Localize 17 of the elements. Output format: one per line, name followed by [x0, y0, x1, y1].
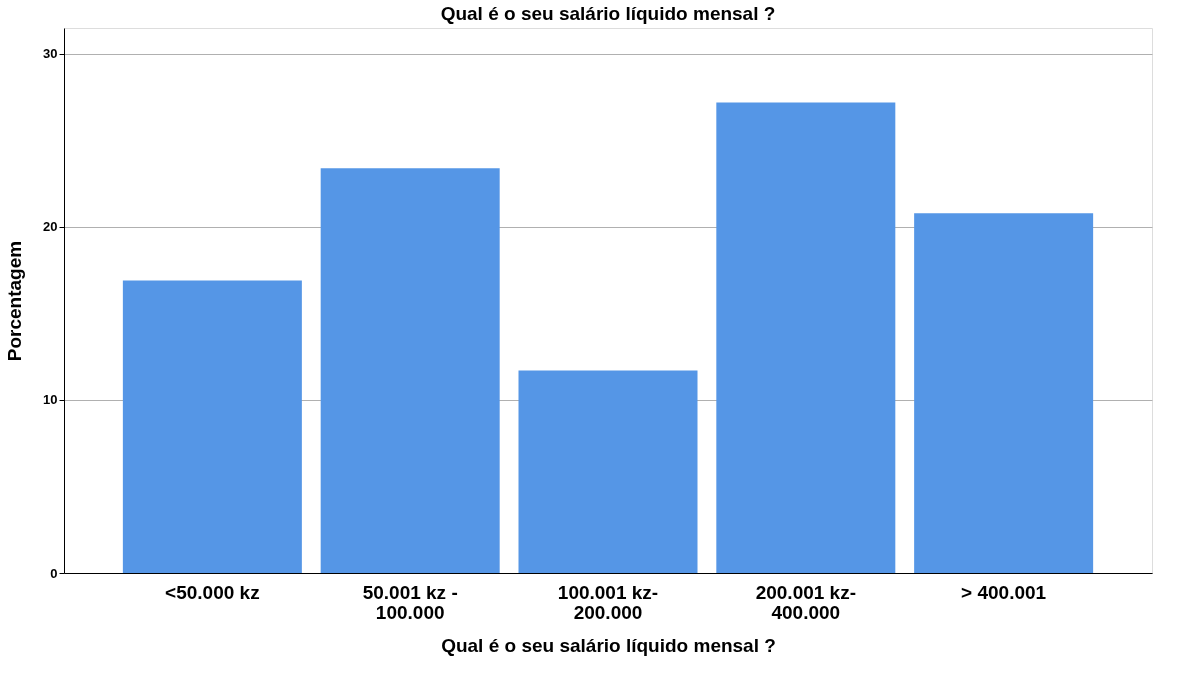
y-tick-label: 20 — [43, 219, 58, 235]
y-axis-title: Porcentagem — [4, 240, 26, 362]
bar — [914, 213, 1094, 573]
chart-title: Qual é o seu salário líquido mensal ? — [440, 3, 776, 24]
x-axis-title: Qual é o seu salário líquido mensal ? — [441, 634, 776, 656]
bar — [320, 168, 500, 573]
x-tick-label: <50.000 kz — [165, 581, 260, 603]
y-tick-label: 30 — [43, 46, 58, 62]
x-tick-label: 50.001 kz - 100.000 — [362, 581, 458, 623]
x-tick-label: > 400.001 — [961, 581, 1047, 603]
x-tick-label: 200.001 kz-400.000 — [755, 581, 856, 623]
x-tick-label: 100.001 kz-200.000 — [557, 581, 659, 623]
bar — [518, 370, 698, 573]
bar — [122, 280, 302, 573]
y-tick-label: 10 — [43, 392, 58, 408]
y-tick-label: 0 — [50, 565, 58, 581]
bar — [716, 102, 896, 573]
